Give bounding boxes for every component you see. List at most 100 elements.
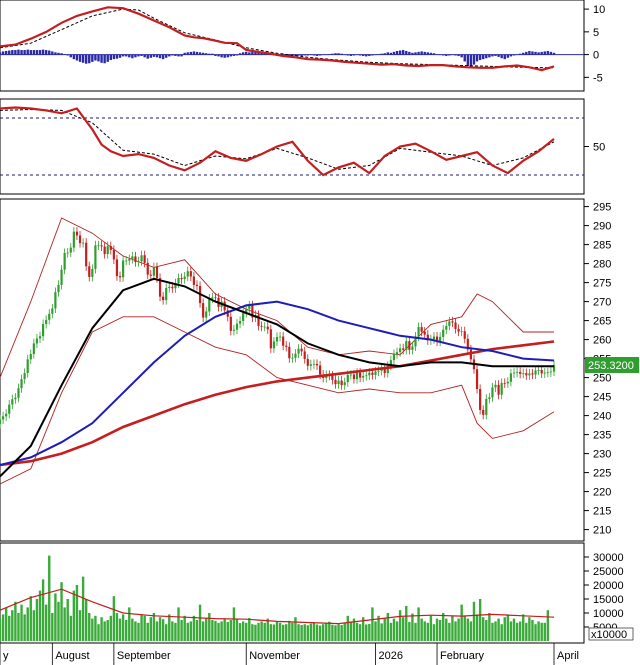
macd-histogram-bar (238, 53, 242, 55)
macd-histogram-bar (432, 53, 436, 55)
macd-histogram-bar (72, 54, 76, 60)
volume-bar (343, 622, 346, 641)
macd-histogram-bar (334, 53, 337, 55)
candle-body (20, 379, 23, 389)
candle-body (263, 326, 266, 328)
candle-body (522, 373, 525, 374)
candle-body (282, 336, 285, 346)
candle-body (475, 369, 479, 389)
macd-histogram-bar (263, 53, 266, 55)
candle-body (494, 384, 497, 388)
candle-body (155, 267, 159, 279)
candle-body (380, 368, 383, 371)
candle-body (162, 296, 165, 301)
volume-bar (518, 621, 522, 641)
volume-bar (121, 614, 125, 641)
volume-bar (303, 624, 306, 641)
macd-histogram-bar (146, 54, 149, 59)
candle-body (463, 331, 466, 339)
macd-histogram-bar (177, 54, 180, 57)
macd-histogram-bar (165, 54, 168, 58)
macd-histogram-bar (69, 54, 72, 58)
candle-body (57, 284, 60, 293)
volume-bar (44, 604, 48, 641)
candle-body (445, 325, 448, 330)
candle-body (35, 338, 39, 344)
volume-bar (306, 625, 309, 641)
candle-body (531, 373, 534, 375)
macd-histogram-bar (463, 54, 466, 62)
volume-bar (346, 615, 349, 641)
candle-body (435, 336, 439, 342)
candle-body (509, 373, 513, 382)
macd-histogram-bar (109, 54, 112, 61)
macd-histogram-bar (497, 54, 500, 57)
x-tick-label: 2026 (378, 650, 402, 662)
candle-body (38, 336, 42, 339)
candle-body (337, 380, 340, 385)
candle-body (158, 278, 162, 297)
x-tick-label: y (3, 650, 9, 662)
macd-histogram-bar (257, 51, 260, 55)
macd-histogram-bar (41, 49, 45, 55)
volume-bar (361, 617, 365, 641)
volume-bar (72, 590, 76, 641)
volume-bar (537, 621, 540, 641)
candle-body (103, 246, 106, 255)
volume-bar (318, 625, 322, 641)
macd-histogram-bar (137, 54, 140, 57)
volume-bar (168, 614, 171, 641)
candle-body (512, 372, 516, 374)
macd-histogram-bar (405, 50, 408, 55)
candle-body (359, 372, 362, 378)
macd-histogram-bar (44, 50, 48, 55)
macd-histogram-bar (8, 50, 11, 55)
macd-histogram-bar (229, 54, 233, 57)
macd-histogram-bar (414, 52, 417, 55)
macd-histogram-bar (398, 50, 402, 55)
y-tick-label: 5 (593, 27, 599, 39)
candle-body (297, 348, 300, 354)
macd-histogram-bar (131, 54, 134, 59)
macd-histogram-bar (1, 51, 5, 55)
candle-body (543, 372, 546, 374)
volume-bar (463, 615, 466, 641)
candle-body (392, 354, 396, 361)
macd-histogram-bar (392, 51, 396, 55)
candle-body (152, 267, 155, 276)
macd-histogram-bar (124, 54, 128, 57)
macd-histogram-bar (337, 53, 340, 55)
macd-histogram-bar (94, 54, 97, 61)
macd-histogram-bar (0, 52, 2, 55)
volume-bar (275, 621, 279, 641)
volume-bar (460, 604, 463, 641)
macd-histogram-bar (195, 51, 199, 55)
macd-panel-frame (0, 0, 585, 92)
volume-bar (124, 620, 128, 641)
candle-body (402, 348, 405, 350)
volume-bar (11, 610, 14, 641)
macd-histogram-bar (248, 52, 251, 55)
volume-bar (195, 620, 199, 641)
volume-bar (94, 615, 97, 641)
macd-histogram-bar (88, 54, 91, 64)
volume-bar (340, 625, 343, 641)
volume-bar (386, 613, 389, 641)
candle-body (140, 255, 143, 262)
macd-histogram-bar (51, 51, 54, 55)
macd-histogram-bar (485, 54, 488, 59)
macd-histogram-bar (411, 52, 414, 55)
candle-body (374, 371, 377, 375)
volume-bar (41, 579, 45, 641)
macd-histogram-bar (525, 51, 528, 55)
x-tick-label: November (249, 650, 300, 662)
candle-body (11, 399, 14, 405)
volume-bar (512, 618, 516, 641)
volume-bar (405, 606, 408, 641)
volume-bar (238, 623, 242, 641)
candle-body (506, 381, 509, 384)
volume-bar (257, 622, 260, 641)
volume-bar (201, 621, 205, 641)
volume-bar (198, 604, 202, 641)
